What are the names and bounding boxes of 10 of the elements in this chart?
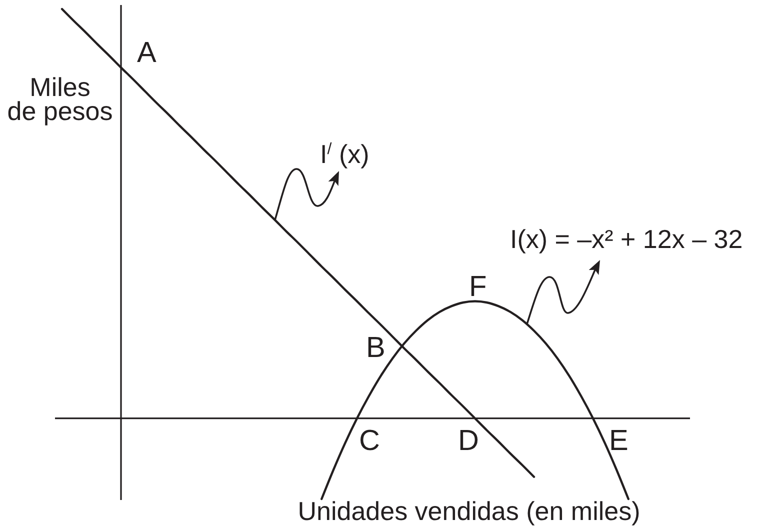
annotation: A: [137, 37, 157, 69]
x-axis-title: Unidades vendidas (en miles): [298, 496, 640, 526]
annotation: F: [469, 271, 487, 303]
annotation: D: [458, 425, 479, 457]
annotation: E: [609, 425, 628, 457]
annotation: C: [359, 425, 380, 457]
text: I(x) = –x² + 12x – 32: [510, 224, 743, 254]
y-axis-title: Miles de pesos: [7, 72, 113, 126]
text: I$^{/}$ (x): [320, 139, 370, 169]
annotation: B: [366, 332, 386, 364]
